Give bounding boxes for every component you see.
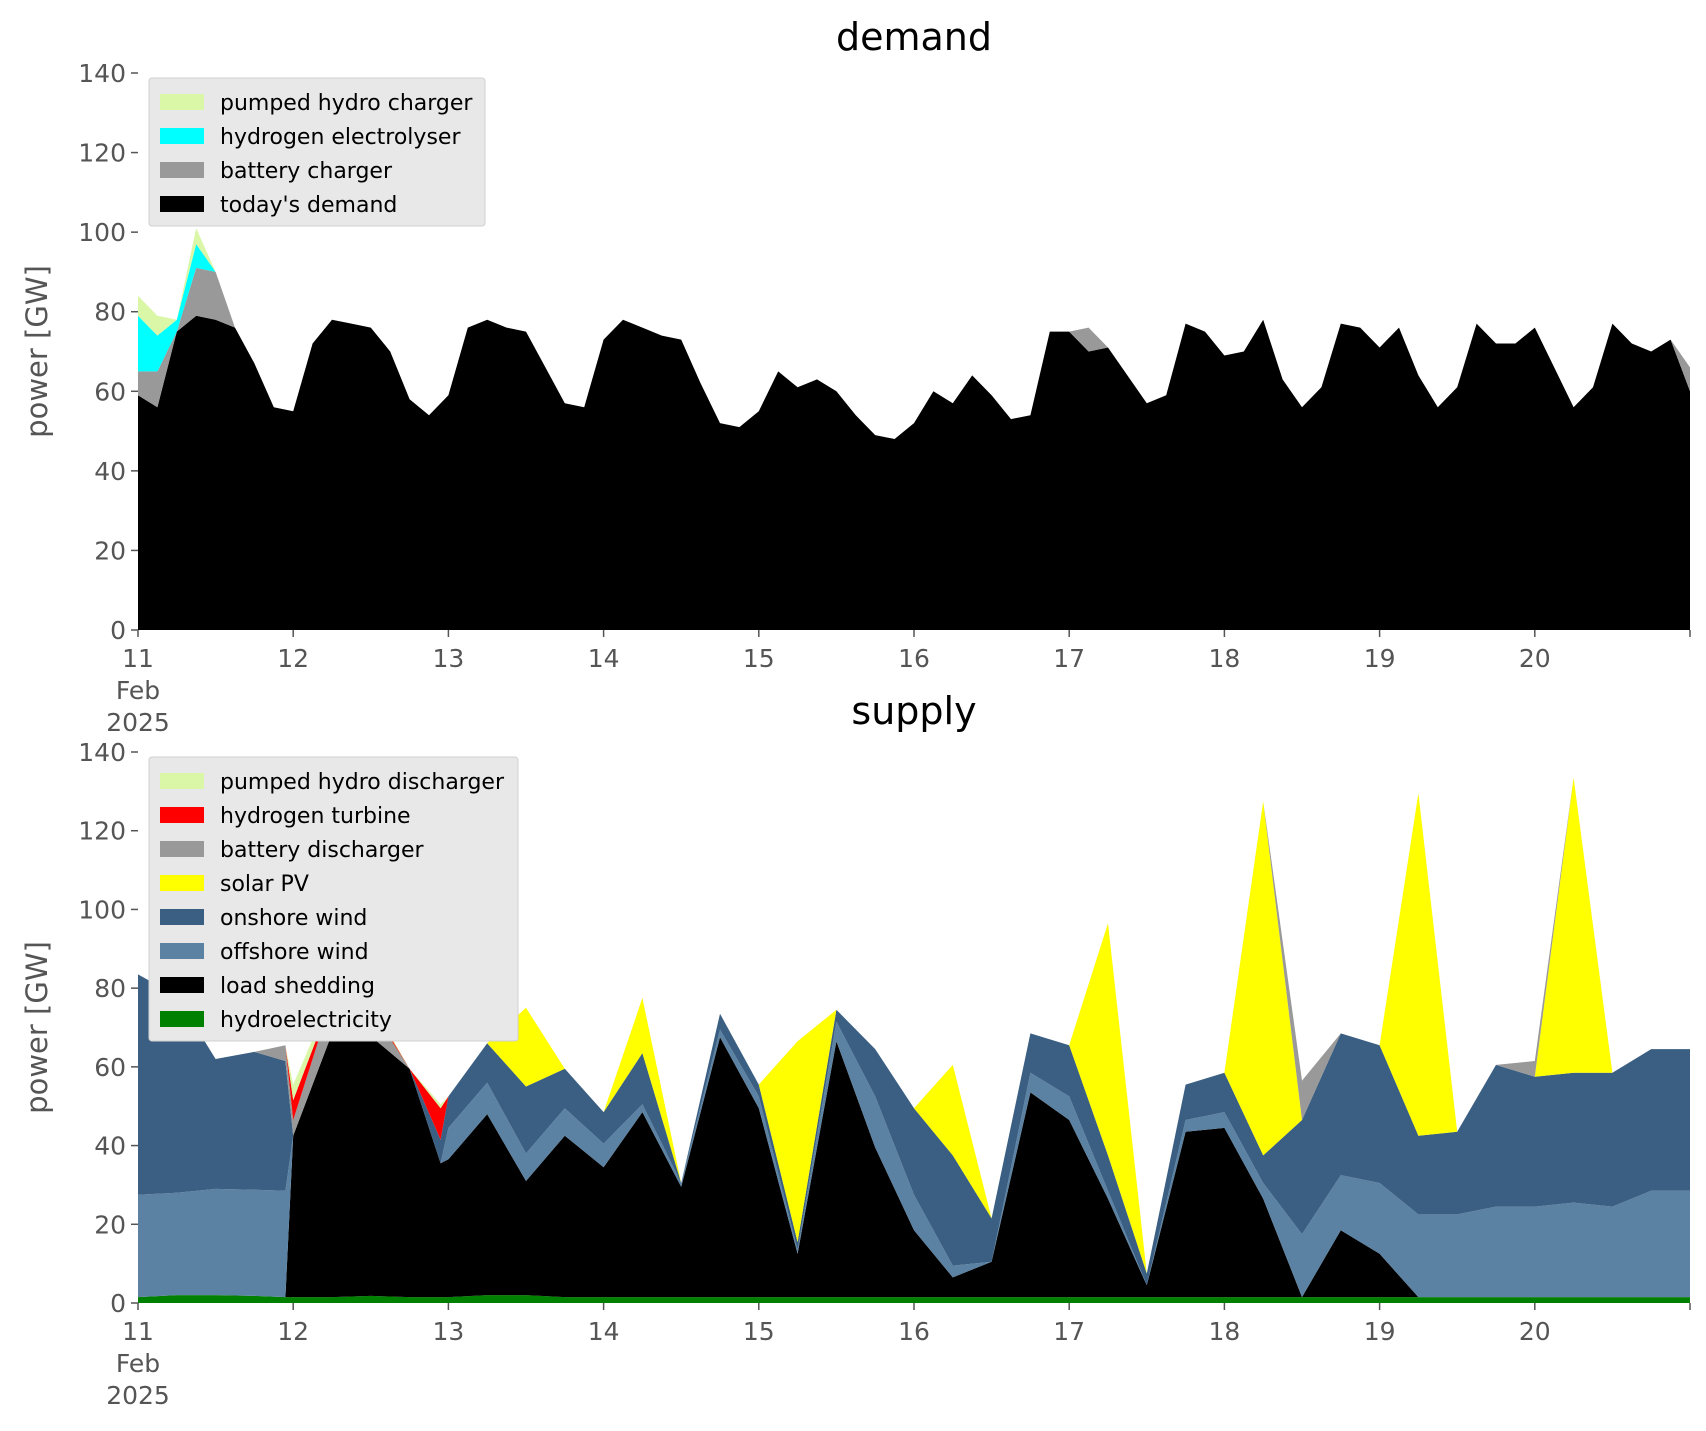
- y-tick-label: 80: [94, 298, 126, 327]
- x-tick-sublabel: 2025: [106, 708, 170, 737]
- y-tick-label: 60: [94, 1053, 126, 1082]
- y-tick-label: 40: [94, 457, 126, 486]
- y-tick-label: 100: [78, 218, 126, 247]
- legend: pumped hydro discharger hydrogen turbine b…: [148, 756, 519, 1042]
- y-tick-label: 0: [110, 616, 126, 645]
- legend-label: onshore wind: [220, 906, 367, 931]
- legend-swatch: [160, 977, 204, 993]
- x-tick-label: 15: [743, 1317, 775, 1346]
- legend-label: solar PV: [220, 872, 309, 897]
- legend-label: load shedding: [220, 974, 375, 999]
- x-tick-label: 18: [1208, 644, 1240, 673]
- legend-swatch: [160, 807, 204, 823]
- legend-swatch: [160, 943, 204, 959]
- y-tick-label: 80: [94, 974, 126, 1003]
- x-tick-label: 13: [432, 1317, 464, 1346]
- area-load-shedding: [138, 1033, 1690, 1298]
- x-tick-label: 20: [1519, 644, 1551, 673]
- y-tick-label: 140: [78, 738, 126, 767]
- y-tick-label: 40: [94, 1132, 126, 1161]
- area-hydroelectricity: [138, 1295, 1690, 1303]
- x-tick-label: 18: [1208, 1317, 1240, 1346]
- y-tick-label: 140: [78, 59, 126, 88]
- legend-swatch: [160, 162, 204, 178]
- legend-label: pumped hydro discharger: [220, 770, 505, 795]
- legend-label: hydroelectricity: [220, 1008, 392, 1033]
- legend-label: hydrogen turbine: [220, 804, 411, 829]
- y-tick-label: 60: [94, 377, 126, 406]
- legend-swatch: [160, 773, 204, 789]
- x-tick-label: 19: [1364, 1317, 1396, 1346]
- x-tick-label: 12: [277, 644, 309, 673]
- x-tick-label: 11: [122, 1317, 154, 1346]
- legend-label: battery discharger: [220, 838, 425, 863]
- x-tick-sublabel: 2025: [106, 1381, 170, 1410]
- legend-label: pumped hydro charger: [220, 91, 473, 116]
- x-tick-sublabel: Feb: [116, 1349, 160, 1378]
- x-tick-label: 15: [743, 644, 775, 673]
- x-tick-sublabel: Feb: [116, 676, 160, 705]
- legend-swatch: [160, 94, 204, 110]
- x-tick-label: 16: [898, 644, 930, 673]
- legend-label: offshore wind: [220, 940, 369, 965]
- legend-swatch: [160, 841, 204, 857]
- x-tick-label: 12: [277, 1317, 309, 1346]
- x-tick-label: 13: [432, 644, 464, 673]
- x-tick-label: 20: [1519, 1317, 1551, 1346]
- x-tick-label: 17: [1053, 1317, 1085, 1346]
- legend-label: hydrogen electrolyser: [220, 125, 461, 150]
- supply-panel: supply 0 20 40 60 80 100 120 140 11 12 13 14 15 16 17 18…: [20, 689, 1691, 1410]
- area-offshore-wind: [138, 1021, 1690, 1298]
- y-tick-label: 120: [78, 139, 126, 168]
- legend-swatch: [160, 196, 204, 212]
- x-tick-label: 14: [588, 1317, 620, 1346]
- y-axis-label: power [GW]: [20, 941, 54, 1114]
- y-tick-label: 120: [78, 817, 126, 846]
- legend-label: today's demand: [220, 193, 397, 218]
- legend-swatch: [160, 1011, 204, 1027]
- x-tick-label: 16: [898, 1317, 930, 1346]
- x-tick-label: 17: [1053, 644, 1085, 673]
- x-tick-label: 19: [1364, 644, 1396, 673]
- y-tick-label: 20: [94, 536, 126, 565]
- legend-swatch: [160, 875, 204, 891]
- demand-panel: demand 0 20 40 60 80 100 120 140 11 12 13 14 15 16 17 18…: [20, 15, 1691, 737]
- x-tick-label: 11: [122, 644, 154, 673]
- legend: pumped hydro charger hydrogen electrolyse…: [148, 77, 486, 227]
- area-today-s-demand: [138, 315, 1690, 630]
- chart-title: demand: [836, 15, 992, 59]
- x-tick-label: 14: [588, 644, 620, 673]
- area-onshore-wind: [138, 974, 1690, 1286]
- legend-swatch: [160, 909, 204, 925]
- y-tick-label: 20: [94, 1210, 126, 1239]
- y-tick-label: 100: [78, 895, 126, 924]
- chart-title: supply: [851, 689, 976, 733]
- legend-box: [148, 756, 519, 1042]
- y-axis-label: power [GW]: [20, 265, 54, 438]
- legend-label: battery charger: [220, 159, 393, 184]
- y-tick-label: 0: [110, 1289, 126, 1318]
- legend-box: [148, 77, 486, 227]
- legend-swatch: [160, 128, 204, 144]
